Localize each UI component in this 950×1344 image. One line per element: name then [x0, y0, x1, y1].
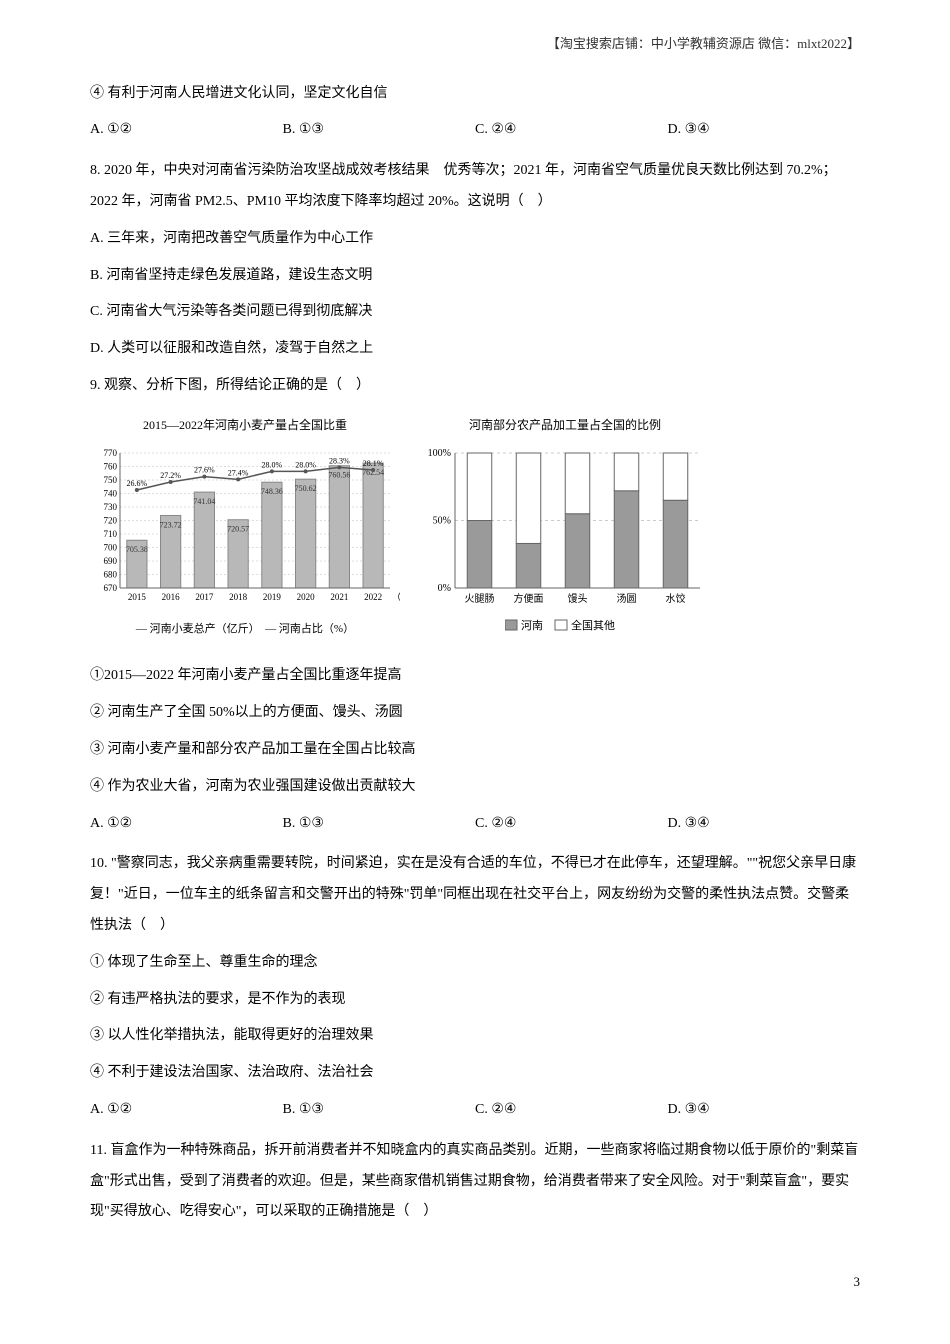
- charts-container: 2015—2022年河南小麦产量占全国比重 670 680 690 700 710 720…: [90, 412, 860, 642]
- q9-s1: ①2015—2022 年河南小麦产量占全国比重逐年提高: [90, 661, 860, 692]
- svg-text:50%: 50%: [433, 516, 451, 527]
- svg-text:26.6%: 26.6%: [127, 479, 148, 488]
- svg-text:2020: 2020: [297, 592, 316, 602]
- chart2-title: 河南部分农产品加工量占全国的比例: [469, 412, 661, 438]
- svg-text:760.56: 760.56: [328, 471, 350, 480]
- svg-text:27.2%: 27.2%: [160, 471, 181, 480]
- svg-text:27.6%: 27.6%: [194, 466, 215, 475]
- q7-opt-c: C. ②④: [475, 115, 668, 146]
- chart2-legend-swatches: 河南 全国其他: [505, 618, 625, 632]
- chart2-box: 河南部分农产品加工量占全国的比例 0% 50% 100% 火腿肠 方便面 馒头 汤圆 水饺 河…: [420, 412, 710, 642]
- svg-text:27.4%: 27.4%: [228, 468, 249, 477]
- chart1-svg: 670 680 690 700 710 720 730 740 750 760 770 705.38 7…: [90, 443, 400, 613]
- q10-opt-d: D. ③④: [668, 1095, 861, 1126]
- q10-s4: ④ 不利于建设法治国家、法治政府、法治社会: [90, 1058, 860, 1089]
- svg-text:760: 760: [104, 462, 118, 472]
- q10-stem: 10. "警察同志，我父亲病重需要转院，时间紧迫，实在是没有合适的车位，不得已才…: [90, 849, 860, 941]
- svg-text:705.38: 705.38: [126, 545, 148, 554]
- q7-opt-a: A. ①②: [90, 115, 283, 146]
- q10-opt-a: A. ①②: [90, 1095, 283, 1126]
- q9-s3: ③ 河南小麦产量和部分农产品加工量在全国占比较高: [90, 735, 860, 766]
- svg-text:750.62: 750.62: [295, 484, 317, 493]
- svg-text:2021: 2021: [330, 592, 348, 602]
- q9-options: A. ①② B. ①③ C. ②④ D. ③④: [90, 809, 860, 840]
- svg-text:700: 700: [104, 543, 118, 553]
- q8-opt-a: A. 三年来，河南把改善空气质量作为中心工作: [90, 224, 860, 255]
- chart1-box: 2015—2022年河南小麦产量占全国比重 670 680 690 700 710 720…: [90, 412, 400, 642]
- svg-text:680: 680: [104, 570, 118, 580]
- q9-s2: ② 河南生产了全国 50%以上的方便面、馒头、汤圆: [90, 698, 860, 729]
- svg-text:740: 740: [104, 489, 118, 499]
- svg-text:723.72: 723.72: [160, 521, 182, 530]
- svg-text:0%: 0%: [438, 583, 451, 594]
- q10-s2: ② 有违严格执法的要求，是不作为的表现: [90, 985, 860, 1016]
- page-number: 3: [90, 1268, 860, 1297]
- svg-text:741.04: 741.04: [193, 497, 215, 506]
- svg-text:2015: 2015: [128, 592, 147, 602]
- q7-statement4: ④ 有利于河南人民增进文化认同，坚定文化自信: [90, 79, 860, 110]
- q9-opt-c: C. ②④: [475, 809, 668, 840]
- svg-text:720.57: 720.57: [227, 525, 249, 534]
- q10-opt-b: B. ①③: [283, 1095, 476, 1126]
- svg-text:720: 720: [104, 516, 118, 526]
- q9-s4: ④ 作为农业大省，河南为农业强国建设做出贡献较大: [90, 772, 860, 803]
- q7-opt-b: B. ①③: [283, 115, 476, 146]
- q10-s1: ① 体现了生命至上、尊重生命的理念: [90, 948, 860, 979]
- q9-opt-a: A. ①②: [90, 809, 283, 840]
- chart2-legend: 河南 全国其他: [505, 617, 625, 641]
- q8-opt-c: C. 河南省大气污染等各类问题已得到彻底解决: [90, 297, 860, 328]
- svg-text:100%: 100%: [428, 448, 451, 459]
- svg-text:750: 750: [104, 475, 118, 485]
- q8-stem: 8. 2020 年，中央对河南省污染防治攻坚战成效考核结果 优秀等次；2021 …: [90, 156, 860, 218]
- svg-text:水饺: 水饺: [666, 592, 686, 605]
- q8-opt-b: B. 河南省坚持走绿色发展道路，建设生态文明: [90, 261, 860, 292]
- q10-opt-c: C. ②④: [475, 1095, 668, 1126]
- svg-text:（年）: （年）: [392, 591, 400, 602]
- q9-stem: 9. 观察、分析下图，所得结论正确的是（ ）: [90, 371, 860, 402]
- chart2-svg: 0% 50% 100% 火腿肠 方便面 馒头 汤圆 水饺: [420, 443, 710, 613]
- chart1-title: 2015—2022年河南小麦产量占全国比重: [143, 412, 347, 438]
- svg-text:730: 730: [104, 502, 118, 512]
- svg-text:方便面: 方便面: [514, 592, 544, 605]
- q7-opt-d: D. ③④: [668, 115, 861, 146]
- svg-text:馒头: 馒头: [568, 593, 588, 605]
- svg-text:2016: 2016: [162, 592, 181, 602]
- svg-text:770: 770: [104, 448, 118, 458]
- svg-text:28.3%: 28.3%: [329, 456, 350, 465]
- q7-options: A. ①② B. ①③ C. ②④ D. ③④: [90, 115, 860, 146]
- svg-text:28.0%: 28.0%: [295, 460, 316, 469]
- svg-text:汤圆: 汤圆: [617, 592, 637, 605]
- svg-text:748.36: 748.36: [261, 487, 283, 496]
- svg-text:690: 690: [104, 556, 118, 566]
- q11-stem: 11. 盲盒作为一种特殊商品，拆开前消费者并不知晓盒内的真实商品类别。近期，一些…: [90, 1136, 860, 1228]
- q8-opt-d: D. 人类可以征服和改造自然，凌驾于自然之上: [90, 334, 860, 365]
- svg-text:河南: 河南: [521, 619, 543, 632]
- svg-text:28.0%: 28.0%: [262, 460, 283, 469]
- svg-text:2017: 2017: [195, 592, 214, 602]
- svg-text:28.1%: 28.1%: [363, 459, 384, 468]
- q10-s3: ③ 以人性化举措执法，能取得更好的治理效果: [90, 1021, 860, 1052]
- svg-text:2019: 2019: [263, 592, 282, 602]
- svg-text:2018: 2018: [229, 592, 248, 602]
- q9-opt-b: B. ①③: [283, 809, 476, 840]
- header-note: 【淘宝搜索店铺：中小学教辅资源店 微信：mlxt2022】: [90, 30, 860, 59]
- svg-text:2022: 2022: [364, 592, 382, 602]
- svg-text:670: 670: [104, 583, 118, 593]
- q9-opt-d: D. ③④: [668, 809, 861, 840]
- svg-text:全国其他: 全国其他: [571, 618, 615, 632]
- svg-text:火腿肠: 火腿肠: [465, 593, 495, 605]
- chart1-legend: — 河南小麦总产（亿斤） — 河南占比（%）: [136, 617, 354, 641]
- q10-options: A. ①② B. ①③ C. ②④ D. ③④: [90, 1095, 860, 1126]
- svg-text:710: 710: [104, 529, 118, 539]
